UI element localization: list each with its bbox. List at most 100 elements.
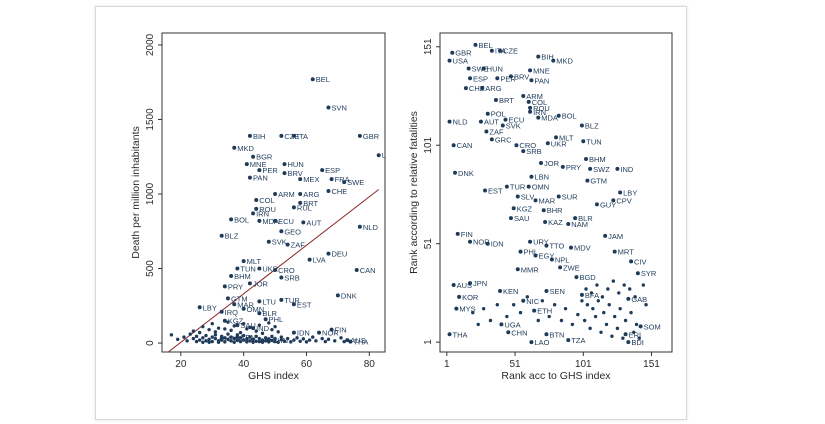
scatter-point xyxy=(298,191,303,196)
point-label: KEN xyxy=(503,287,518,296)
scatter-point xyxy=(298,200,303,205)
point-label: NOR xyxy=(473,238,490,247)
scatter-point xyxy=(581,139,586,144)
y-axis-label: Death per million inhabitants xyxy=(130,126,142,259)
point-label: TUN xyxy=(586,137,601,146)
scatter-point xyxy=(500,123,505,128)
scatter-point-unlabeled xyxy=(633,295,637,299)
point-label: UKR xyxy=(262,265,278,274)
scatter-point xyxy=(376,153,381,158)
scatter-point-unlabeled xyxy=(576,312,580,317)
scatter-point xyxy=(566,222,571,227)
point-label: JPN xyxy=(473,279,487,288)
point-label: SVN xyxy=(331,104,346,113)
x-tick-label: 151 xyxy=(643,359,660,370)
scatter-point xyxy=(320,168,325,173)
point-label: IND xyxy=(256,324,270,333)
scatter-point-unlabeled xyxy=(210,321,214,326)
point-label: IDN xyxy=(297,329,310,338)
point-label: TUR xyxy=(510,183,526,192)
point-label: MKD xyxy=(237,144,254,153)
scatter-point xyxy=(549,257,554,262)
plot-frame xyxy=(161,32,386,353)
point-label: CHE xyxy=(469,84,485,93)
scatter-point xyxy=(263,317,268,322)
point-label: NGA xyxy=(225,335,241,344)
scatter-point xyxy=(584,157,589,162)
scatter-point xyxy=(635,271,640,276)
scatter-point-unlabeled xyxy=(599,330,603,335)
scatter-point-unlabeled xyxy=(226,337,230,342)
scatter-point xyxy=(251,211,256,216)
scatter-point xyxy=(573,216,578,221)
scatter-point xyxy=(503,117,508,122)
scatter-point xyxy=(254,197,259,202)
point-label: ZWE xyxy=(563,263,580,272)
scatter-point-unlabeled xyxy=(547,314,551,319)
scatter-point-unlabeled xyxy=(311,335,315,339)
point-label: NAM xyxy=(571,220,588,229)
y-tick-label: 1500 xyxy=(145,108,156,131)
point-label: BDI xyxy=(631,338,644,347)
point-label: CAN xyxy=(360,266,376,275)
scatter-point xyxy=(357,133,362,138)
scatter-point-unlabeled xyxy=(223,336,227,340)
scatter-point xyxy=(241,306,246,311)
scatter-point-unlabeled xyxy=(241,333,246,338)
scatter-point xyxy=(623,332,628,337)
point-label: BEL xyxy=(316,75,330,84)
point-label: ETH xyxy=(537,307,552,316)
point-label: USA xyxy=(453,57,468,66)
point-label: ARM xyxy=(526,92,543,101)
scatter-point xyxy=(533,253,538,258)
scatter-point xyxy=(197,305,202,310)
point-label: SYR xyxy=(641,269,657,278)
scatter-point-unlabeled xyxy=(505,314,509,319)
point-label: BLZ xyxy=(225,232,239,241)
scatter-point xyxy=(244,162,249,167)
point-label: CZE xyxy=(284,132,299,141)
scatter-point xyxy=(229,217,234,222)
point-label: SOM xyxy=(644,322,661,331)
scatter-point-unlabeled xyxy=(580,299,584,303)
y-axis-label: Rank according to relative fatalities xyxy=(408,111,420,274)
scatter-point xyxy=(504,184,509,189)
point-label: BOL xyxy=(562,112,577,121)
scatter-point xyxy=(544,332,549,337)
scatter-point-unlabeled xyxy=(251,337,255,342)
scatter-point-unlabeled xyxy=(201,336,205,340)
x-tick-label: 101 xyxy=(575,359,592,370)
point-label: NOR xyxy=(322,329,339,338)
y-tick-label: 1 xyxy=(423,339,434,345)
scatter-point-unlabeled xyxy=(238,339,243,344)
x-tick-label: 51 xyxy=(509,359,521,370)
scatter-point xyxy=(329,177,334,182)
scatter-point-unlabeled xyxy=(216,340,221,345)
point-label: AUT xyxy=(306,218,321,227)
scatter-point xyxy=(626,340,631,345)
point-label: TZA xyxy=(571,336,585,345)
point-label: POL xyxy=(491,110,506,119)
scatter-point xyxy=(558,265,563,270)
scatter-point xyxy=(466,66,471,71)
scatter-point-unlabeled xyxy=(197,330,202,335)
y-tick-label: 151 xyxy=(423,38,434,55)
point-label: THA xyxy=(453,330,468,339)
scatter-point xyxy=(222,318,227,323)
point-label: BLR xyxy=(578,214,593,223)
scatter-point-unlabeled xyxy=(611,279,616,283)
scatter-point-unlabeled xyxy=(260,331,265,336)
scatter-point xyxy=(529,340,534,345)
scatter-point-unlabeled xyxy=(191,329,196,333)
scatter-point xyxy=(556,113,561,118)
scatter-point-unlabeled xyxy=(282,339,287,343)
scatter-point-unlabeled xyxy=(634,322,639,327)
y-tick-label: 1000 xyxy=(145,182,156,205)
scatter-point-unlabeled xyxy=(644,303,648,307)
scatter-point-unlabeled xyxy=(194,339,199,344)
plot-frame xyxy=(439,32,673,353)
point-label: SRB xyxy=(526,147,541,156)
scatter-point xyxy=(544,243,549,248)
point-label: BIH xyxy=(541,53,554,62)
scatter-point xyxy=(307,257,312,262)
